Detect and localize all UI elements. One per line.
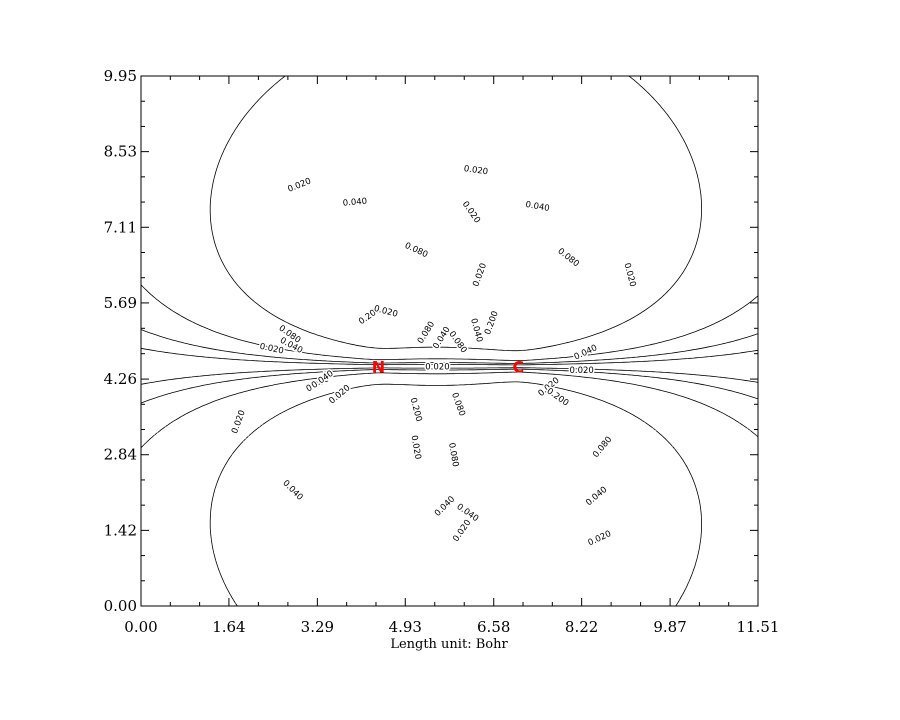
contour-label: 0.200 [408,397,424,423]
y-tick-labels: 0.00 1.42 2.84 4.26 5.69 7.11 8.53 9.95 [104,67,137,615]
negative-contour [140,368,759,404]
x-tick-labels: 0.00 1.64 3.29 4.93 6.58 8.22 9.87 11.51 [124,618,779,636]
contour-labels: 0.0200.0400.0800.2000.0200.0800.0400.020… [229,163,639,550]
contour-label: 0.020 [463,164,488,177]
y-tick-label: 0.00 [104,597,137,615]
contour-label: 0.020 [327,383,352,406]
y-tick-label: 1.42 [104,521,137,539]
x-tick-label: 8.22 [565,618,598,636]
contour-label: 0.020 [451,518,473,544]
contour-label: 0.020 [409,435,423,461]
y-tick-label: 5.69 [104,294,137,312]
contour-label: 0.040 [468,317,484,343]
positive-contour [140,329,759,364]
negative-contour [209,381,702,607]
x-tick-label: 3.29 [301,618,334,636]
contour-label: 0.020 [425,362,449,372]
contour-label: 0.080 [446,442,460,468]
contour-label: 0.020 [460,200,482,226]
contour-label: 0.040 [433,494,457,518]
contour-label: 0.020 [569,366,593,376]
contour-label: 0.040 [342,197,367,209]
contour-label: 0.020 [587,529,613,548]
contour-label: 0.040 [280,478,304,502]
contour-label: 0.020 [230,409,248,435]
positive-contour [140,347,758,366]
positive-contour [140,284,759,361]
y-tick-label: 7.11 [104,218,137,236]
x-axis-title: Length unit: Bohr [390,637,508,652]
x-tick-label: 0.00 [124,618,157,636]
y-tick-label: 8.53 [104,143,137,161]
negative-contour [140,371,759,449]
contour-label: 0.020 [286,176,312,194]
x-tick-label: 1.64 [212,618,245,636]
x-tick-label: 4.93 [389,618,422,636]
axis-ticks [140,75,759,607]
contour-label: 0.200 [483,310,501,336]
atom-label-c: C [513,357,525,376]
contour-label: 0.020 [471,262,489,288]
contour-label: 0.040 [573,343,599,362]
x-tick-label: 11.51 [737,618,780,636]
atom-label-n: N [372,357,385,376]
contour-label: 0.020 [621,262,637,288]
contour-label: 0.020 [373,304,399,320]
contour-label: 0.080 [555,246,580,269]
plot-frame [140,75,759,607]
contour-label: 0.040 [525,200,551,214]
contour-label: 0.080 [449,391,467,417]
contour-label: 0.080 [403,241,429,260]
positive-contour [209,75,702,352]
y-tick-label: 9.95 [104,67,137,85]
contour-label: 0.040 [584,485,609,508]
x-tick-label: 9.87 [653,618,686,636]
negative-contour [140,367,758,385]
y-tick-label: 2.84 [104,446,137,464]
contour-label: 0.080 [591,435,614,460]
y-tick-label: 4.26 [104,370,137,388]
contour-lines [140,75,759,607]
x-tick-label: 6.58 [477,618,510,636]
